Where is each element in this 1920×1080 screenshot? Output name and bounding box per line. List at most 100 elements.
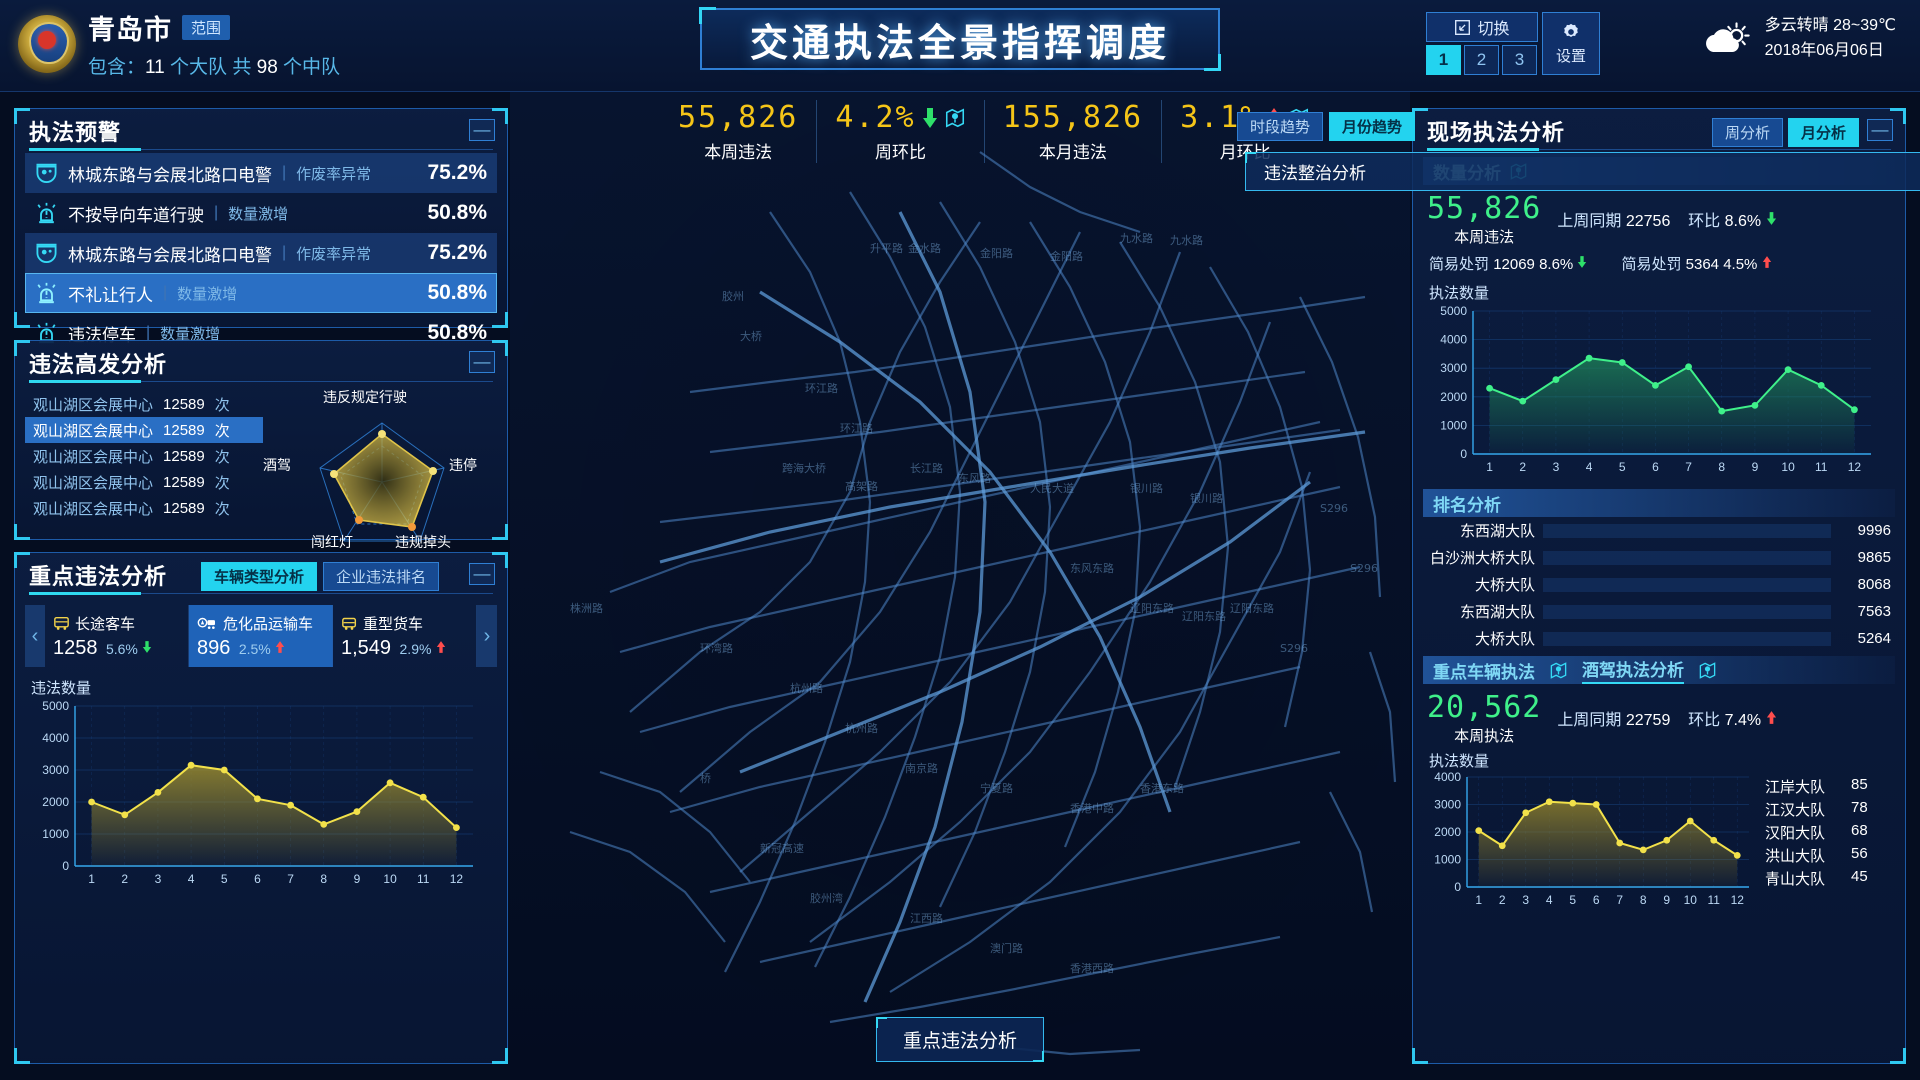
screen-button-2[interactable]: 2	[1464, 45, 1499, 75]
svg-text:宁夏路: 宁夏路	[980, 781, 1013, 795]
list-item[interactable]: 观山湖区会展中心 12589 次	[25, 391, 263, 417]
list-item-selected[interactable]: 观山湖区会展中心 12589 次	[25, 417, 263, 443]
key-violation-analysis-button[interactable]: 重点违法分析	[875, 1017, 1045, 1062]
quantity-line-chart[interactable]: 0 1000 2000 3000 4000 5000 1 2 3 4 5 6 7 8 9 10 11 12	[1427, 304, 1891, 485]
svg-text:辽阳东路: 辽阳东路	[1230, 602, 1274, 615]
settings-button[interactable]: 设置	[1542, 12, 1600, 75]
rank-row[interactable]: 大桥大队 5264	[1413, 625, 1905, 652]
screen-button-1[interactable]: 1	[1426, 45, 1461, 75]
carousel-next-button[interactable]: ›	[477, 605, 497, 667]
svg-text:3000: 3000	[1440, 361, 1467, 375]
radar-axis-label-right: 违停	[449, 457, 477, 473]
svg-text:0: 0	[1460, 447, 1467, 461]
scope-tag[interactable]: 范围	[182, 15, 231, 40]
radar-axis-label-bottom-left: 闯红灯	[311, 534, 353, 550]
map-pin-icon[interactable]	[1698, 661, 1717, 680]
vehicle-enforcement-line-chart[interactable]: 0 1000 2000 3000 4000 1 2 3 4 5 6 7 8 9 10 11 12	[1427, 770, 1757, 916]
rank-row[interactable]: 白沙洲大桥大队 9865	[1413, 544, 1905, 571]
svg-text:5000: 5000	[42, 700, 69, 713]
location-count: 12589	[163, 421, 205, 439]
high-incidence-minimize-button[interactable]: —	[469, 351, 495, 373]
carousel-prev-button[interactable]: ‹	[25, 605, 45, 667]
switch-button[interactable]: 切换	[1426, 12, 1538, 42]
map-pin-icon[interactable]	[1549, 661, 1568, 680]
rank-row[interactable]: 大桥大队 8068	[1413, 571, 1905, 598]
current-date: 2018年06月06日	[1764, 41, 1884, 59]
alert-row[interactable]: 不按导向车道行驶 | 数量激增 50.8%	[25, 193, 497, 233]
penalty-value: 12069	[1493, 256, 1535, 273]
alert-row[interactable]: 林城东路与会展北路口电警 | 作废率异常 75.2%	[25, 233, 497, 273]
key-violation-line-chart[interactable]: 0 1000 2000 3000 4000 5000 1 2 3 4 5 6 7 8 9 10 11 12	[29, 699, 493, 897]
period-trend-button[interactable]: 时段趋势	[1237, 112, 1324, 141]
header-controls: 切换 1 2 3 设置	[1426, 12, 1600, 75]
rank-team-name: 东西湖大队	[1459, 604, 1535, 621]
vehicle-card-bus[interactable]: 长途客车 1258 5.6%	[45, 605, 189, 667]
alert-divider: |	[146, 324, 151, 341]
vehicle-count: 1,549	[341, 636, 392, 659]
tab-month-analysis[interactable]: 月分析	[1787, 118, 1859, 147]
svg-text:金水路: 金水路	[908, 241, 941, 255]
week-enforcement-label: 本周执法	[1454, 728, 1515, 745]
gear-icon	[1564, 23, 1578, 37]
svg-text:香港中路: 香港中路	[1070, 802, 1114, 815]
tab-week-analysis[interactable]: 周分析	[1711, 118, 1783, 147]
list-item[interactable]: 观山湖区会展中心 12589 次	[25, 469, 263, 495]
svg-text:9: 9	[354, 872, 361, 886]
field-enforcement-tabs: 周分析 月分析	[1711, 118, 1859, 147]
team-name: 江汉大队	[1765, 802, 1826, 819]
rank-value: 9865	[1857, 549, 1891, 566]
alert-name: 不礼让行人	[68, 285, 153, 305]
key-violation-minimize-button[interactable]: —	[469, 563, 495, 585]
alert-row-selected[interactable]: 不礼让行人 | 数量激增 50.8%	[25, 273, 497, 313]
tab-vehicle-type[interactable]: 车辆类型分析	[201, 562, 318, 591]
rank-row[interactable]: 东西湖大队 7563	[1413, 598, 1905, 625]
team-row[interactable]: 洪山大队 56	[1765, 844, 1868, 867]
month-trend-button[interactable]: 月份趋势	[1329, 112, 1416, 141]
list-item[interactable]: 观山湖区会展中心 12589 次	[25, 443, 263, 469]
vehicle-stat-row: 20,562 本周执法 上周同期 22759 环比 7.4%	[1413, 684, 1905, 748]
map-pin-icon[interactable]	[944, 107, 966, 129]
rectification-analysis-button[interactable]: 违法整治分析	[1245, 152, 1920, 191]
high-incidence-list: 观山湖区会展中心 12589 次 观山湖区会展中心 12589 次 观山湖区会展…	[25, 391, 263, 551]
trend-toggle-group: 时段趋势 月份趋势	[1237, 112, 1416, 141]
screen-selector: 1 2 3	[1426, 45, 1538, 75]
rank-row[interactable]: 东西湖大队 9996	[1413, 517, 1905, 544]
location-name: 观山湖区会展中心	[33, 474, 154, 492]
alert-minimize-button[interactable]: —	[469, 119, 495, 141]
team-row[interactable]: 江汉大队 78	[1765, 798, 1868, 821]
penalty-simple-2: 简易处罚 5364 4.5%	[1621, 253, 1771, 274]
svg-text:5000: 5000	[1440, 305, 1467, 318]
alert-reason: 数量激增	[177, 285, 238, 303]
tab-enterprise-ranking[interactable]: 企业违法排名	[323, 562, 440, 591]
svg-text:7: 7	[1685, 460, 1692, 474]
field-enforcement-minimize-button[interactable]: —	[1867, 119, 1893, 141]
partly-cloudy-icon	[1705, 22, 1750, 52]
list-item[interactable]: 观山湖区会展中心 12589 次	[25, 495, 263, 521]
team-row[interactable]: 江岸大队 85	[1765, 775, 1868, 798]
org-summary-prefix: 包含：	[88, 57, 146, 78]
svg-text:澳门路: 澳门路	[990, 941, 1023, 955]
alert-row[interactable]: 林城东路与会展北路口电警 | 作废率异常 75.2%	[25, 153, 497, 193]
svg-text:3: 3	[1522, 893, 1529, 907]
violation-radar-chart: 违反规定行驶 违停 违规掉头 闯红灯 酒驾	[263, 389, 497, 551]
svg-text:大桥: 大桥	[740, 329, 762, 343]
week-violation-label: 本周违法	[1454, 229, 1515, 246]
vehicle-card-truck[interactable]: 重型货车 1,549 2.9%	[333, 605, 477, 667]
alert-percent: 75.2%	[427, 161, 487, 184]
svg-text:8: 8	[1718, 460, 1725, 474]
screen-button-3[interactable]: 3	[1502, 45, 1537, 75]
field-enforcement-title: 现场执法分析	[1427, 120, 1566, 145]
svg-text:2000: 2000	[1434, 825, 1461, 839]
map-canvas[interactable]: 胶州 大桥 升平路 金水路 金阳路 金阳路 九水路 九水路 环江路 环江路 跨海大桥 高架路…	[510, 92, 1410, 1080]
svg-text:杭州路: 杭州路	[845, 721, 878, 735]
svg-text:5: 5	[221, 872, 228, 886]
svg-text:4000: 4000	[1434, 771, 1461, 784]
svg-text:环江路: 环江路	[805, 382, 838, 395]
svg-text:环江路: 环江路	[840, 422, 873, 435]
svg-text:8: 8	[320, 872, 327, 886]
team-row[interactable]: 汉阳大队 68	[1765, 821, 1868, 844]
team-row[interactable]: 青山大队 45	[1765, 867, 1868, 890]
drunk-driving-tab[interactable]: 酒驾执法分析	[1582, 656, 1684, 684]
vehicle-card-hazmat[interactable]: 危化品运输车 896 2.5%	[189, 605, 333, 667]
